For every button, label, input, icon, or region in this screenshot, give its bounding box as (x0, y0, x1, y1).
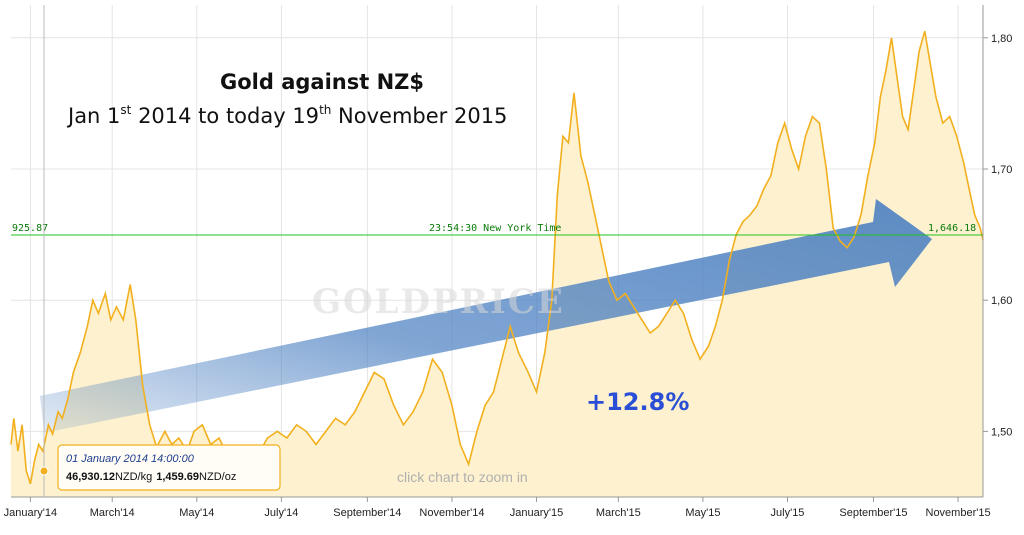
x-tick-label: July'15 (771, 507, 805, 519)
x-tick-label: January'14 (4, 507, 57, 519)
subtitle-middle: 2014 to today 19 (131, 104, 319, 128)
x-tick-label: January'15 (510, 507, 563, 519)
y-tick-label: 1,80 (991, 33, 1012, 45)
x-tick-label: May'14 (179, 507, 214, 519)
x-tick-label: September'14 (333, 507, 401, 519)
y-tick-label: 1,70 (991, 164, 1012, 176)
change-annotation: +12.8% (586, 388, 689, 416)
x-tick-label: November'15 (926, 507, 991, 519)
chart-subtitle: Jan 1st 2014 to today 19th November 2015 (66, 103, 507, 128)
subtitle-end-sup: th (319, 103, 331, 117)
x-tick-label: March'14 (90, 507, 135, 519)
tooltip: 01 January 2014 14:00:00 46,930.12NZD/kg… (57, 444, 281, 491)
x-tick-label: July'14 (264, 507, 298, 519)
tooltip-marker (39, 466, 49, 476)
tooltip-box (57, 444, 281, 491)
price-area (11, 31, 983, 497)
chart-title: Gold against NZ$ (220, 70, 424, 94)
subtitle-end: November 2015 (331, 104, 507, 128)
reference-left-label: 925.87 (12, 223, 48, 234)
x-tick-label: May'15 (685, 507, 720, 519)
x-axis-ticks: January'14 March'14 May'14 July'14 September… (4, 497, 991, 519)
tooltip-date: 01 January 2014 14:00:00 (66, 453, 195, 465)
subtitle-start: Jan 1 (66, 104, 120, 128)
subtitle-start-sup: st (120, 103, 131, 117)
tooltip-value-oz: 1,459.69 (156, 471, 199, 483)
y-axis-ticks: 1,50 1,60 1,70 1,80 (983, 33, 1012, 438)
y-tick-label: 1,60 (991, 295, 1012, 307)
x-tick-label: November'14 (419, 507, 484, 519)
tooltip-unit-oz: NZD/oz (199, 471, 236, 483)
price-line (10, 30, 984, 485)
x-tick-label: September'15 (839, 507, 907, 519)
tooltip-unit-kg: NZD/kg (115, 471, 152, 483)
watermark: GOLDPRICE (312, 282, 565, 322)
reference-right-label: 1,646.18 (928, 223, 976, 234)
tooltip-value-kg: 46,930.12 (66, 471, 115, 483)
zoom-hint: click chart to zoom in (397, 469, 528, 485)
tooltip-values: 46,930.12NZD/kg 1,459.69NZD/oz (66, 471, 236, 483)
reference-time-label: 23:54:30 New York Time (429, 223, 561, 234)
y-tick-label: 1,50 (991, 426, 1012, 438)
x-tick-label: March'15 (596, 507, 641, 519)
trend-arrow (40, 199, 932, 433)
